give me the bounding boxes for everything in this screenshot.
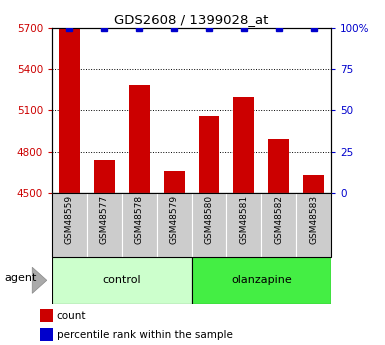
- Text: GSM48579: GSM48579: [169, 195, 179, 244]
- Bar: [157, 193, 192, 257]
- Bar: [268, 139, 289, 193]
- Bar: [94, 160, 115, 193]
- Text: GSM48581: GSM48581: [239, 195, 248, 244]
- Bar: [233, 97, 254, 193]
- Bar: [192, 257, 331, 304]
- Text: GSM48577: GSM48577: [100, 195, 109, 244]
- Bar: [261, 193, 296, 257]
- Bar: [164, 171, 184, 193]
- Bar: [40, 309, 53, 322]
- Bar: [59, 29, 80, 193]
- Polygon shape: [32, 267, 47, 293]
- Bar: [122, 193, 157, 257]
- Text: control: control: [102, 275, 141, 285]
- Text: GSM48559: GSM48559: [65, 195, 74, 244]
- Text: percentile rank within the sample: percentile rank within the sample: [57, 330, 233, 340]
- Bar: [87, 193, 122, 257]
- Text: olanzapine: olanzapine: [231, 275, 292, 285]
- Text: agent: agent: [4, 273, 37, 283]
- Bar: [52, 257, 192, 304]
- Bar: [303, 175, 324, 193]
- Title: GDS2608 / 1399028_at: GDS2608 / 1399028_at: [114, 13, 269, 27]
- Bar: [40, 328, 53, 341]
- Text: count: count: [57, 310, 86, 321]
- Text: GSM48578: GSM48578: [135, 195, 144, 244]
- Bar: [52, 193, 87, 257]
- Bar: [192, 193, 226, 257]
- Text: GSM48582: GSM48582: [274, 195, 283, 244]
- Bar: [226, 193, 261, 257]
- Bar: [296, 193, 331, 257]
- Text: GSM48580: GSM48580: [204, 195, 214, 244]
- Text: GSM48583: GSM48583: [309, 195, 318, 244]
- Bar: [199, 116, 219, 193]
- Bar: [129, 85, 150, 193]
